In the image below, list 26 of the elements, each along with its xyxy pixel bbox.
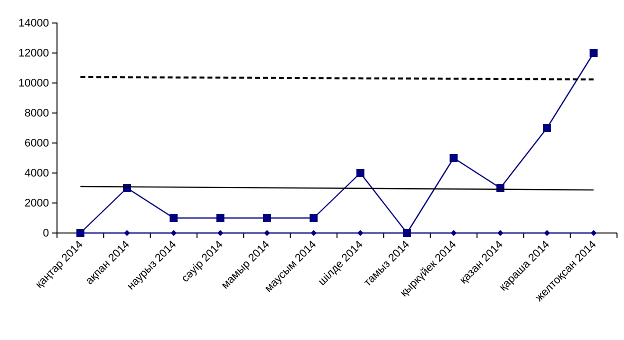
y-tick-label: 8000 [24, 108, 49, 120]
point [544, 230, 550, 236]
point [497, 230, 504, 236]
point [217, 230, 224, 236]
point [543, 124, 551, 132]
point [310, 230, 317, 236]
y-tick-label: 10000 [18, 78, 49, 90]
point [590, 49, 598, 57]
point [357, 230, 364, 236]
point [170, 230, 177, 236]
y-tick-label: 12000 [18, 48, 49, 60]
point [450, 230, 457, 236]
point [263, 214, 271, 222]
point [450, 154, 458, 162]
y-tick-label: 4000 [24, 168, 49, 180]
point [590, 230, 597, 236]
point [170, 214, 178, 222]
point [264, 230, 270, 236]
point [310, 214, 318, 222]
y-tick-label: 14000 [18, 18, 49, 30]
y-tick-label: 6000 [24, 138, 49, 150]
point [124, 230, 130, 236]
y-tick-label: 2000 [24, 198, 49, 210]
y-tick-label: 0 [42, 228, 49, 240]
point [356, 169, 364, 177]
point [216, 214, 224, 222]
